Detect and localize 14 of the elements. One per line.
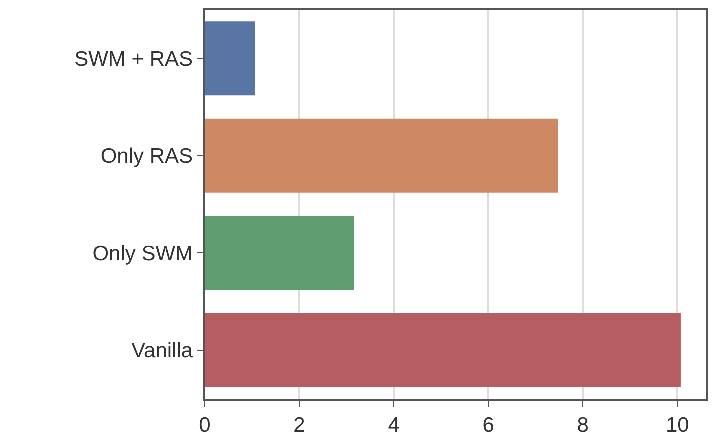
x-tick-label: 4 — [388, 414, 400, 437]
x-tick-label: 0 — [199, 414, 211, 437]
y-tick-label: Only RAS — [100, 145, 194, 168]
x-tick-label: 2 — [294, 414, 306, 437]
x-tick-label: 6 — [482, 414, 494, 437]
x-tick-label: 10 — [666, 414, 690, 437]
y-tick-label: Only SWM — [92, 242, 194, 266]
bar — [205, 216, 354, 290]
x-tick-label: 8 — [577, 414, 589, 437]
bar — [205, 118, 558, 193]
bar — [205, 313, 681, 388]
y-tick-label: SWM + RAS — [74, 48, 194, 71]
bar — [205, 22, 256, 96]
y-tick-label: Vanilla — [132, 340, 194, 363]
